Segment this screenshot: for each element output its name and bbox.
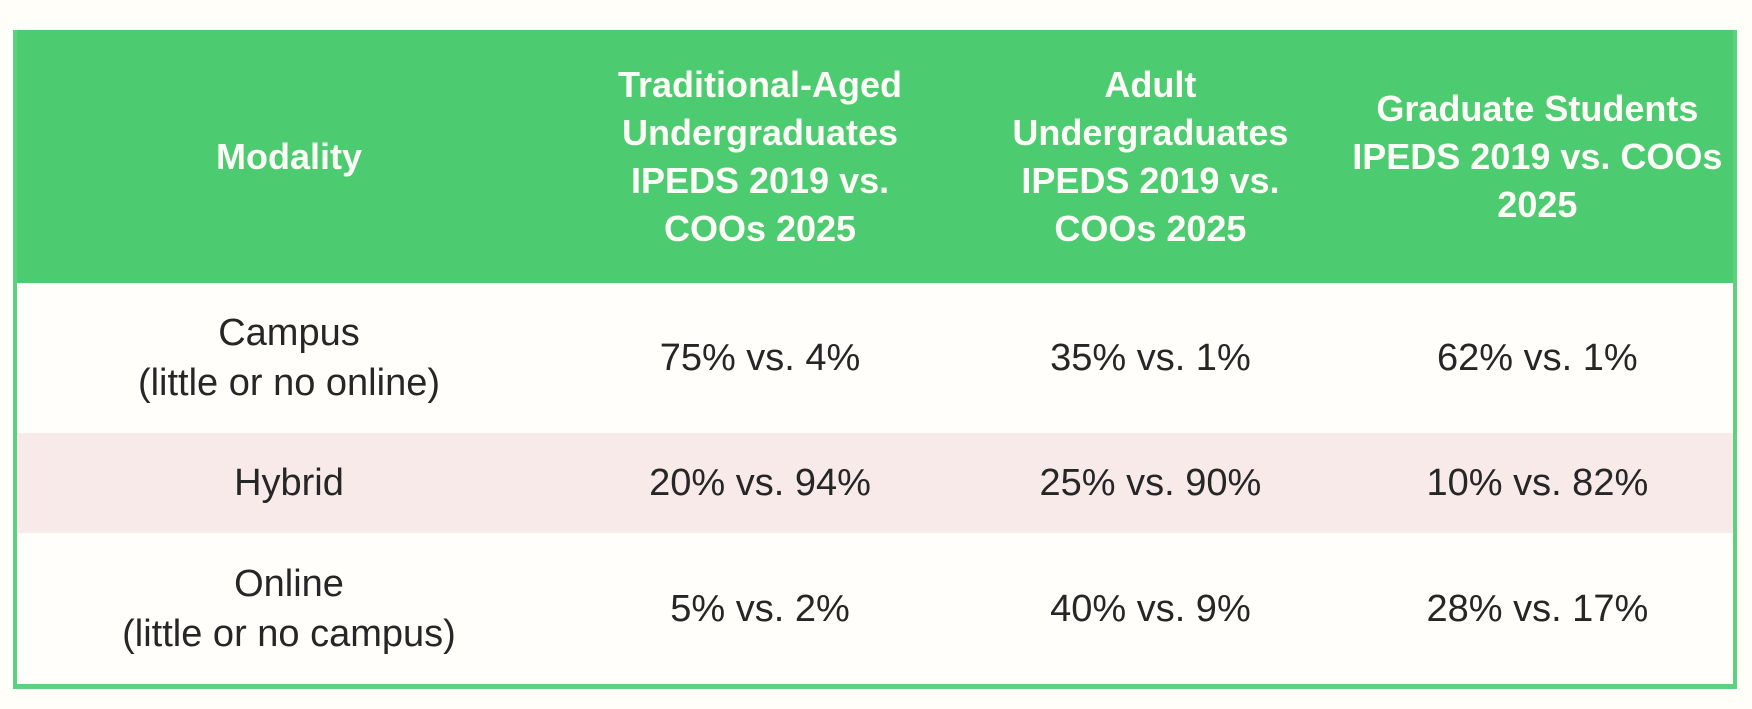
cell-value: 25% vs. 90% <box>1039 462 1262 504</box>
cell-value: 75% vs. 4% <box>659 337 861 379</box>
header-cell-traditional-undergraduates: Traditional-Aged Undergraduates IPEDS 20… <box>561 30 959 283</box>
cell-hybrid-traditional: 20% vs. 94% <box>561 433 959 533</box>
cell-hybrid-adult: 25% vs. 90% <box>959 433 1342 533</box>
header-label-line: Adult <box>1104 63 1197 105</box>
header-label-line: IPEDS 2019 vs. COOs <box>1352 135 1723 177</box>
header-cell-graduate-students: Graduate Students IPEDS 2019 vs. COOs 20… <box>1342 30 1733 283</box>
cell-online-modality: Online (little or no campus) <box>17 533 561 684</box>
modality-comparison-table: Modality Traditional-Aged Undergraduates… <box>13 30 1737 689</box>
header-label-line: IPEDS 2019 vs. <box>1021 159 1280 201</box>
cell-campus-traditional: 75% vs. 4% <box>561 283 959 433</box>
modality-label-line: Online <box>234 562 344 605</box>
table-header-row: Modality Traditional-Aged Undergraduates… <box>17 30 1733 283</box>
cell-online-traditional: 5% vs. 2% <box>561 533 959 684</box>
header-label-line: Undergraduates <box>1012 111 1289 153</box>
header-label-line: Undergraduates <box>621 111 899 153</box>
header-label-line: IPEDS 2019 vs. <box>630 159 890 201</box>
header-cell-modality: Modality <box>17 30 561 283</box>
table-row-campus: Campus (little or no online) 75% vs. 4% … <box>17 283 1733 433</box>
table-row-hybrid: Hybrid 20% vs. 94% 25% vs. 90% 10% vs. 8… <box>17 433 1733 533</box>
cell-hybrid-graduate: 10% vs. 82% <box>1342 433 1733 533</box>
cell-online-adult: 40% vs. 9% <box>959 533 1342 684</box>
header-label-line: Graduate Students <box>1376 87 1699 129</box>
modality-label-line: Hybrid <box>234 462 344 504</box>
cell-campus-adult: 35% vs. 1% <box>959 283 1342 433</box>
modality-label-line: (little or no online) <box>137 362 440 404</box>
header-label-line: 2025 <box>1497 183 1578 225</box>
table-row-online: Online (little or no campus) 5% vs. 2% 4… <box>17 533 1733 684</box>
cell-value: 28% vs. 17% <box>1426 587 1649 630</box>
cell-campus-modality: Campus (little or no online) <box>17 283 561 433</box>
cell-value: 62% vs. 1% <box>1437 337 1638 379</box>
modality-label-line: (little or no campus) <box>122 612 456 655</box>
cell-value: 5% vs. 2% <box>670 587 850 630</box>
cell-value: 35% vs. 1% <box>1050 337 1251 379</box>
cell-value: 20% vs. 94% <box>649 462 871 504</box>
cell-online-graduate: 28% vs. 17% <box>1342 533 1733 684</box>
cell-value: 40% vs. 9% <box>1050 587 1251 630</box>
header-label-line: COOs 2025 <box>663 207 857 249</box>
cell-value: 10% vs. 82% <box>1426 462 1649 504</box>
header-cell-adult-undergraduates: Adult Undergraduates IPEDS 2019 vs. COOs… <box>959 30 1342 283</box>
modality-label-line: Campus <box>218 312 360 354</box>
header-label-line: COOs 2025 <box>1054 207 1247 249</box>
header-label-line: Modality <box>215 135 362 177</box>
cell-hybrid-modality: Hybrid <box>17 433 561 533</box>
header-label-line: Traditional-Aged <box>618 63 903 105</box>
cell-campus-graduate: 62% vs. 1% <box>1342 283 1733 433</box>
